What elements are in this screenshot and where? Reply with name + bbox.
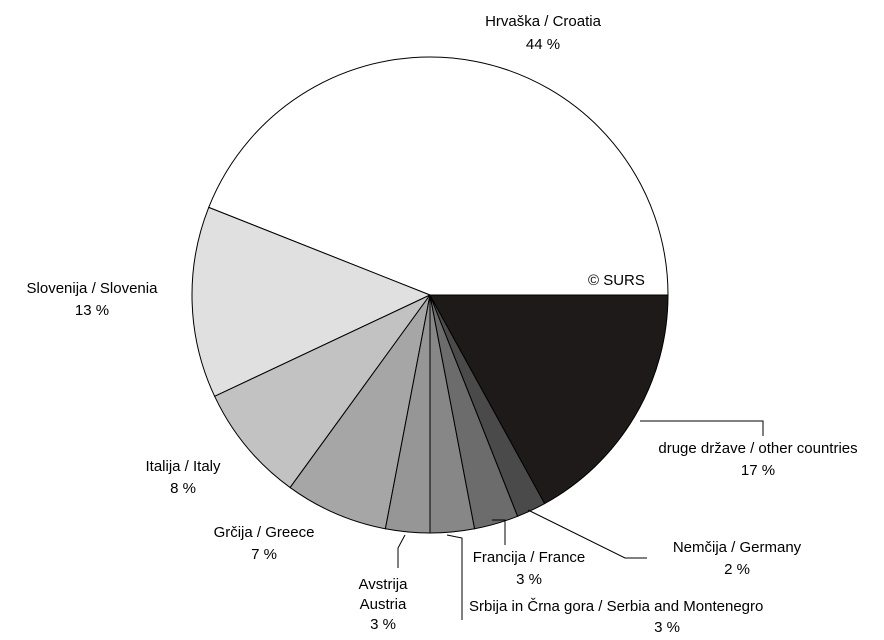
slice-value-slovenija: 13 % [75,302,109,319]
slice-label-nemcija: Nemčija / Germany [673,539,802,556]
slice-value-druge: 17 % [741,462,775,479]
slice-value-grcija: 7 % [251,546,277,563]
leader-line-avstrija [398,535,405,568]
leader-line-druge [640,421,763,436]
slice-value-italija: 8 % [170,480,196,497]
slice-label-druge: druge države / other countries [658,440,857,457]
slice-label-grcija: Grčija / Greece [214,524,315,541]
slice-label-avstrija: Avstrija [359,576,409,593]
leader-line-srbija [447,535,462,620]
slice-label-austria: Austria [360,596,407,613]
slice-label-francija: Francija / France [473,549,586,566]
copyright-label: © SURS [588,272,645,289]
slice-label-slovenija: Slovenija / Slovenia [27,280,159,297]
slice-label-hrvaska: Hrvaška / Croatia [485,13,602,30]
slice-label-srbija: Srbija in Črna gora / Serbia and Montene… [469,598,763,615]
slice-label-italija: Italija / Italy [145,458,221,475]
slice-value-francija: 3 % [516,571,542,588]
slice-value-avstrija: 3 % [370,616,396,633]
slice-value-nemcija: 2 % [724,561,750,578]
pie-slices [192,57,668,533]
slice-value-srbija: 3 % [654,619,680,635]
slice-value-hrvaska: 44 % [526,36,560,53]
